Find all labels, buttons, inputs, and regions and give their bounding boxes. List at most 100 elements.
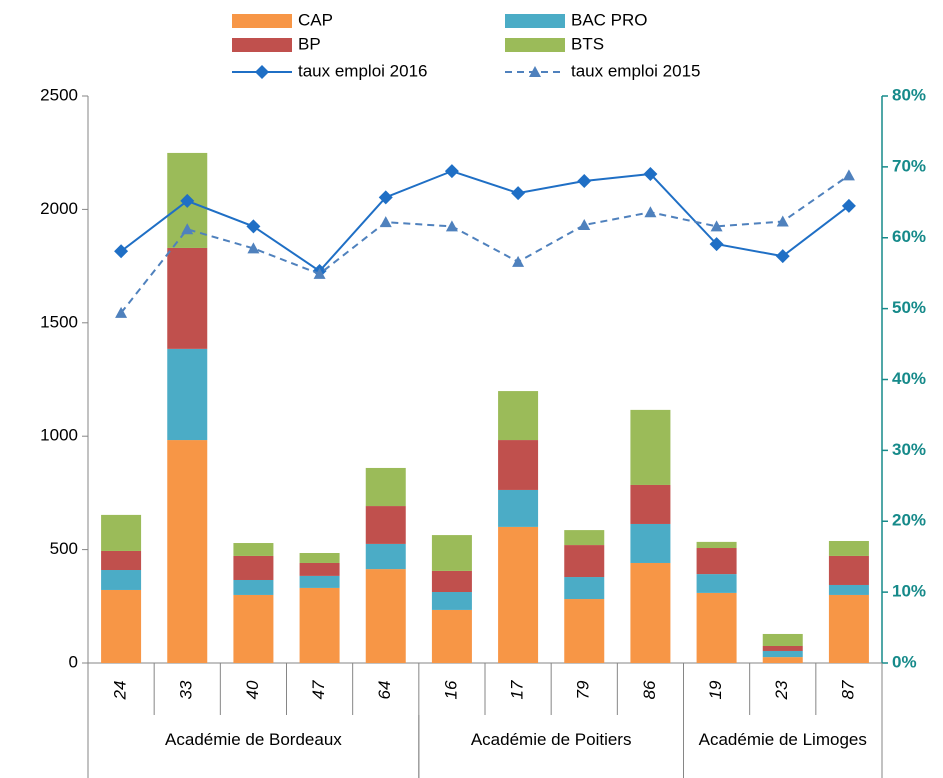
legend-marker [529,66,541,77]
legend-label: taux emploi 2016 [298,61,427,80]
line-marker [379,216,392,228]
line-marker [776,215,789,227]
line-marker [775,249,790,264]
bar-segment [630,523,671,563]
line-marker [247,242,260,254]
bar-segment [696,574,737,593]
x-tick-label: 33 [177,680,196,699]
bar-segment [431,609,472,663]
y-tick-label: 500 [50,539,78,558]
legend-swatch [232,14,292,28]
x-tick-label: 16 [441,680,460,699]
x-tick-label: 17 [508,680,527,699]
y2-tick-label: 10% [892,582,926,601]
line-marker [643,166,658,181]
legend-label: CAP [298,10,333,29]
line-marker [841,198,856,213]
bar-segment [696,541,737,549]
bar-segment [167,247,208,349]
bar-segment [498,489,539,527]
y2-tick-label: 30% [892,440,926,459]
y2-tick-label: 50% [892,298,926,317]
bar-segment [101,589,142,663]
bar-segment [233,594,274,663]
y-tick-label: 2500 [40,85,78,104]
line [120,174,850,314]
legend-swatch [505,14,565,28]
y2-tick-label: 80% [892,85,926,104]
bar-segment [564,545,605,578]
x-tick-label: 24 [111,681,130,701]
line-marker [181,223,194,235]
bar-segment [564,599,605,663]
line-marker [246,219,261,234]
bar-segment [762,645,803,651]
x-tick-label: 23 [772,680,791,700]
bar-segment [167,440,208,663]
line-marker [842,169,855,181]
y2-tick-label: 70% [892,156,926,175]
bar-segment [498,526,539,663]
line [120,170,850,273]
line-marker [577,174,592,189]
bar-segment [101,570,142,590]
line-marker [445,220,458,232]
bar-segment [233,543,274,556]
line-marker [180,193,195,208]
legend-label: BTS [571,34,604,53]
line-marker [512,255,525,267]
bar-segment [233,555,274,580]
group-label: Académie de Poitiers [470,730,632,749]
bar-segment [365,569,406,663]
line-marker [511,186,526,201]
line-marker [710,220,723,232]
y2-tick-label: 0% [892,652,917,671]
y2-tick-label: 40% [892,369,926,388]
bar-segment [431,592,472,610]
bar-segment [431,535,472,571]
line-marker [709,237,724,252]
bar-segment [101,550,142,571]
bar-segment [696,548,737,575]
line-marker [378,190,393,205]
bar-segment [498,391,539,441]
bar-segment [167,348,208,441]
bar-segment [828,594,869,663]
legend-label: BAC PRO [571,10,648,29]
x-tick-label: 86 [640,680,659,699]
bar-segment [299,587,340,663]
line-marker [644,206,657,218]
bar-segment [564,577,605,600]
bar-segment [762,657,803,663]
bar-segment [696,592,737,663]
y-tick-label: 1000 [40,426,78,445]
x-tick-label: 64 [375,681,394,700]
bar-segment [762,633,803,646]
bar-segment [299,553,340,563]
legend-label: BP [298,34,321,53]
line-marker [115,306,128,318]
bar-segment [498,440,539,490]
line-marker [444,164,459,179]
bar-segment [431,570,472,593]
bar-segment [630,409,671,485]
legend-swatch [232,38,292,52]
bar-segment [828,584,869,595]
bar-segment [233,579,274,595]
x-tick-label: 79 [574,680,593,699]
bar-segment [299,562,340,576]
x-tick-label: 19 [706,680,725,699]
line-marker [313,267,326,279]
group-label: Académie de Bordeaux [165,730,342,749]
line-marker [578,218,591,230]
bar-segment [365,543,406,570]
bar-segment [762,650,803,658]
bar-segment [828,555,869,585]
legend-swatch [505,38,565,52]
group-label: Académie de Limoges [698,730,867,749]
legend-marker [255,65,269,79]
line-marker [114,244,129,259]
x-tick-label: 40 [243,680,262,699]
